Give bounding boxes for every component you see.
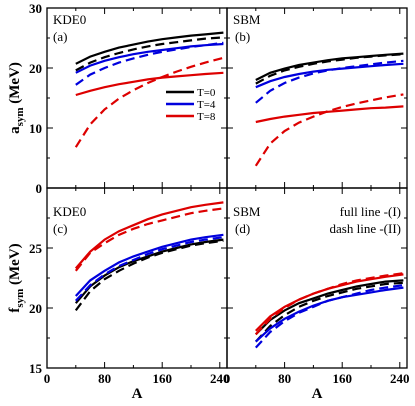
panel-c: KDE0 (c) 15 20 25 0 80 160 240	[29, 187, 230, 386]
panel-a: KDE0 (a) 0 10 20 30	[29, 1, 228, 196]
series-line-T0-dash	[74, 239, 224, 312]
y-tick-label: 30	[29, 1, 42, 16]
series-line-T4-dash	[75, 41, 224, 86]
series-line-T0-dash	[255, 53, 404, 85]
x-tick-label: 240	[390, 371, 410, 386]
series-line-T8-dash	[74, 207, 224, 272]
x-tick-label: 0	[224, 371, 231, 386]
y-axis-title-top: asym (MeV)	[7, 62, 26, 134]
panel-d-note-dash: dash line -(II)	[330, 221, 401, 236]
x-tick-label: 80	[278, 371, 291, 386]
y-axis-title-bottom: fsym (MeV)	[7, 243, 26, 312]
x-tick-label: 240	[210, 371, 230, 386]
x-tick-label: 80	[98, 371, 111, 386]
series-line-T4-full	[75, 42, 224, 74]
series-line-T0-dash	[75, 36, 224, 72]
series-line-T8-full	[255, 105, 404, 124]
y-tick-label: 10	[29, 121, 42, 136]
legend-entry: T=4	[197, 99, 216, 111]
x-tick-label: 160	[332, 371, 352, 386]
x-tick-label: 0	[44, 371, 51, 386]
panel-d: SBM (d) full line -(I) dash line -(II) 0…	[224, 187, 410, 386]
legend-entry: T=0	[197, 87, 216, 99]
panel-c-label: (c)	[53, 221, 67, 236]
y-tick-label: 25	[29, 241, 43, 256]
panel-a-label: (a)	[53, 29, 67, 44]
series-line-T8-full	[75, 71, 224, 97]
series-line-T4-dash	[74, 236, 224, 302]
series-line-T0-dash	[254, 281, 404, 343]
series-line-T0-full	[75, 31, 224, 65]
y-axis-labels: asym (MeV) fsym (MeV)	[7, 62, 26, 313]
panel-d-model: SBM	[233, 204, 261, 219]
y-tick-label: 0	[36, 181, 43, 196]
x-axis-title: A	[132, 386, 143, 402]
series-line-T8-full	[74, 201, 224, 270]
series-line-T0-full	[255, 52, 404, 81]
series-line-T0-full	[74, 238, 224, 304]
y-tick-label: 15	[29, 361, 43, 376]
series-line-T4-dash	[255, 59, 404, 104]
panel-d-note-full: full line -(I)	[340, 204, 401, 219]
panel-d-label: (d)	[235, 221, 250, 236]
panel-b-label: (b)	[235, 29, 250, 44]
x-tick-label: 160	[152, 371, 172, 386]
y-tick-label: 20	[29, 61, 42, 76]
series-line-T4-full	[255, 62, 404, 89]
panel-a-model: KDE0	[53, 12, 86, 27]
y-tick-label: 20	[29, 301, 42, 316]
series-line-T8-dash	[74, 56, 224, 148]
series-line-T4-full	[74, 233, 224, 297]
series-line-T8-dash	[254, 93, 404, 167]
x-axis-title: A	[312, 386, 323, 402]
panel-b-model: SBM	[233, 12, 261, 27]
legend-entry: T=8	[197, 111, 216, 123]
series-line-T0-full	[255, 279, 404, 336]
series-line-T8-dash	[254, 272, 404, 336]
panel-c-model: KDE0	[53, 204, 86, 219]
panel-b: SBM (b)	[226, 7, 408, 189]
legend: T=0T=4T=8	[166, 87, 216, 123]
series-line-T4-dash	[254, 284, 404, 349]
